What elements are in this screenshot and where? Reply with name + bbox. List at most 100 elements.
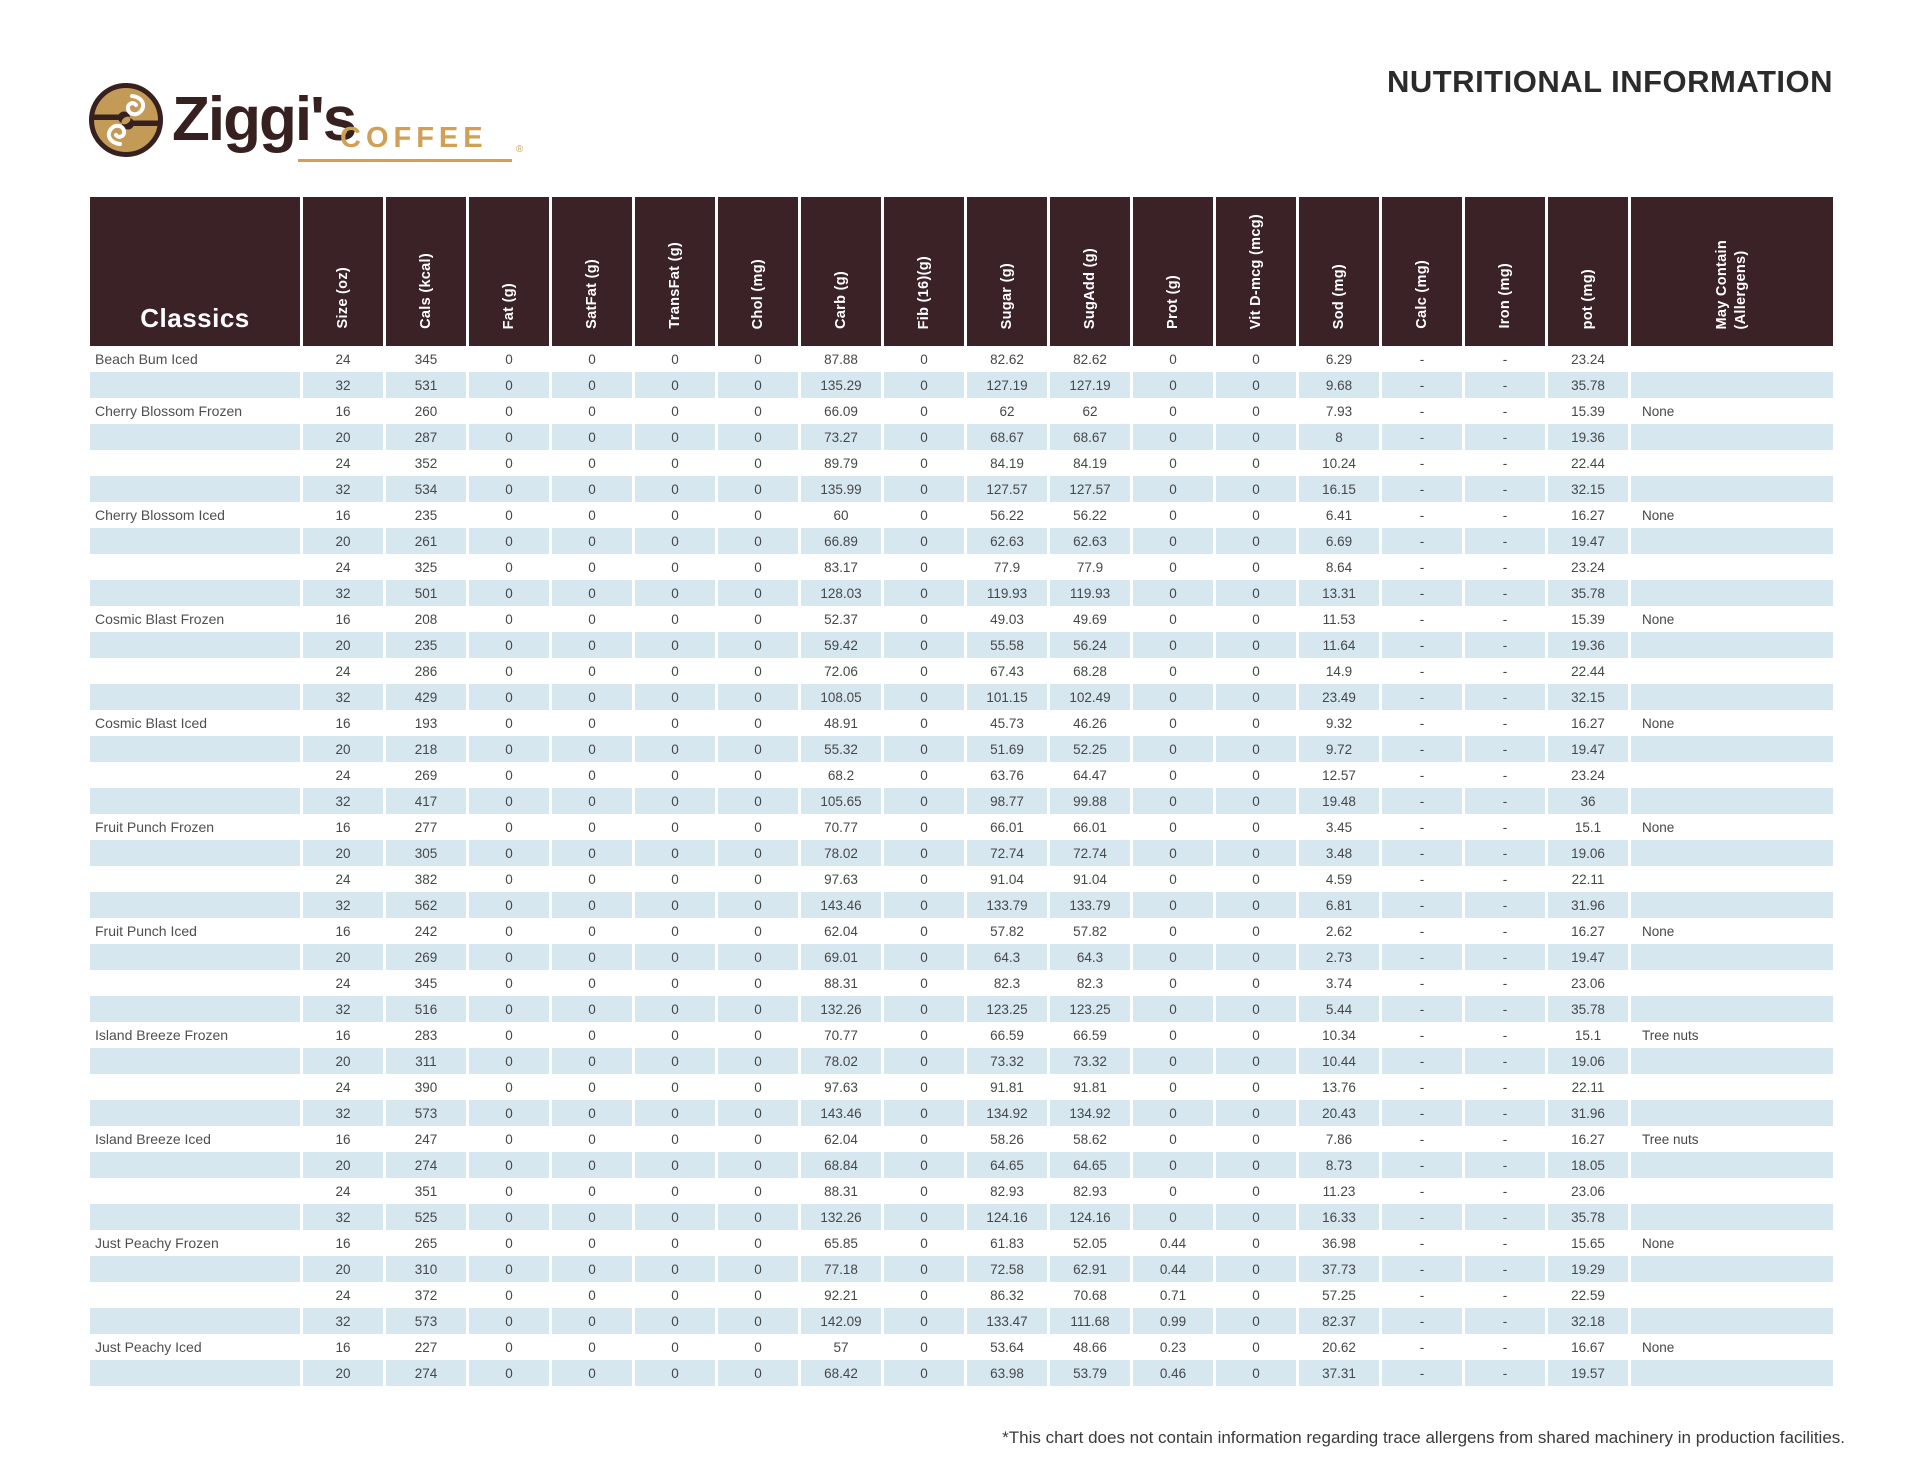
value-cell: 0 bbox=[466, 658, 549, 684]
value-cell: 0 bbox=[466, 866, 549, 892]
value-cell: 0 bbox=[549, 736, 632, 762]
value-cell: - bbox=[1462, 632, 1545, 658]
value-cell: 108.05 bbox=[798, 684, 881, 710]
value-cell: 0 bbox=[632, 1074, 715, 1100]
value-cell: - bbox=[1462, 944, 1545, 970]
value-cell: 0 bbox=[466, 944, 549, 970]
value-cell: 0 bbox=[466, 684, 549, 710]
value-cell: - bbox=[1462, 1308, 1545, 1334]
allergen-cell: None bbox=[1628, 814, 1833, 840]
value-cell: 0 bbox=[466, 398, 549, 424]
value-cell: - bbox=[1462, 892, 1545, 918]
table-row: 24 286 0 0 0 0 72.06 0 67.43 68.28 0 0 14.9- -22.44 bbox=[90, 658, 1833, 684]
value-cell: 0 bbox=[632, 398, 715, 424]
value-cell: 0 bbox=[881, 1152, 964, 1178]
brand-word-coffee: COFFEE bbox=[340, 122, 488, 154]
value-cell: 57.82 bbox=[964, 918, 1047, 944]
value-cell: 0 bbox=[549, 1074, 632, 1100]
value-cell: 0 bbox=[715, 1048, 798, 1074]
value-cell: 10.44 bbox=[1296, 1048, 1379, 1074]
value-cell: 0 bbox=[1213, 606, 1296, 632]
value-cell: - bbox=[1462, 1022, 1545, 1048]
brand-underline bbox=[298, 159, 512, 162]
value-cell: 0 bbox=[881, 918, 964, 944]
value-cell: 0 bbox=[632, 450, 715, 476]
value-cell: 60 bbox=[798, 502, 881, 528]
value-cell: 0 bbox=[549, 1100, 632, 1126]
value-cell: 0 bbox=[632, 944, 715, 970]
value-cell: 0 bbox=[549, 788, 632, 814]
value-cell: 573 bbox=[383, 1308, 466, 1334]
table-row: 24 382 0 0 0 0 97.63 0 91.04 91.04 0 0 4.59- -22.11 bbox=[90, 866, 1833, 892]
value-cell: - bbox=[1379, 814, 1462, 840]
value-cell: 0 bbox=[881, 762, 964, 788]
value-cell: - bbox=[1379, 1308, 1462, 1334]
value-cell: 66.59 bbox=[964, 1022, 1047, 1048]
value-cell: 0 bbox=[881, 970, 964, 996]
allergen-cell: None bbox=[1628, 606, 1833, 632]
column-header-label: Calc (mg) bbox=[1413, 260, 1430, 329]
value-cell: 133.79 bbox=[964, 892, 1047, 918]
table-row: 20 218 0 0 0 0 55.32 0 51.69 52.25 0 0 9.72- -19.47 bbox=[90, 736, 1833, 762]
value-cell: 3.48 bbox=[1296, 840, 1379, 866]
value-cell: 0 bbox=[466, 840, 549, 866]
value-cell: 0 bbox=[549, 658, 632, 684]
value-cell: - bbox=[1462, 528, 1545, 554]
value-cell: 0 bbox=[549, 424, 632, 450]
value-cell: 0 bbox=[1213, 1282, 1296, 1308]
value-cell: 49.03 bbox=[964, 606, 1047, 632]
drink-name-cell bbox=[90, 892, 300, 918]
value-cell: 345 bbox=[383, 346, 466, 372]
value-cell: 92.21 bbox=[798, 1282, 881, 1308]
value-cell: 73.32 bbox=[964, 1048, 1047, 1074]
value-cell: 501 bbox=[383, 580, 466, 606]
value-cell: 64.65 bbox=[964, 1152, 1047, 1178]
value-cell: 0 bbox=[1130, 372, 1213, 398]
value-cell: 87.88 bbox=[798, 346, 881, 372]
drink-name-cell: Cherry Blossom Iced bbox=[90, 502, 300, 528]
column-header-label: Fat (g) bbox=[500, 282, 517, 329]
value-cell: 0 bbox=[632, 606, 715, 632]
value-cell: 0 bbox=[881, 580, 964, 606]
value-cell: - bbox=[1379, 1204, 1462, 1230]
value-cell: 0 bbox=[549, 1360, 632, 1386]
value-cell: - bbox=[1462, 1204, 1545, 1230]
value-cell: 0 bbox=[1130, 866, 1213, 892]
category-header-label: Classics bbox=[140, 303, 250, 333]
drink-name-cell bbox=[90, 762, 300, 788]
value-cell: 0 bbox=[881, 1204, 964, 1230]
value-cell: - bbox=[1379, 1230, 1462, 1256]
value-cell: 0 bbox=[466, 788, 549, 814]
value-cell: 0 bbox=[549, 1282, 632, 1308]
value-cell: 0 bbox=[632, 554, 715, 580]
column-header: Sugar (g) bbox=[964, 197, 1047, 346]
value-cell: 32 bbox=[300, 580, 383, 606]
value-cell: 0 bbox=[549, 554, 632, 580]
value-cell: 16.27 bbox=[1545, 918, 1628, 944]
value-cell: 0 bbox=[632, 346, 715, 372]
allergen-cell bbox=[1628, 372, 1833, 398]
value-cell: 20 bbox=[300, 1360, 383, 1386]
value-cell: 0 bbox=[549, 1022, 632, 1048]
value-cell: 0 bbox=[1130, 1204, 1213, 1230]
value-cell: 0 bbox=[632, 372, 715, 398]
value-cell: - bbox=[1379, 1334, 1462, 1360]
drink-name-cell bbox=[90, 1152, 300, 1178]
value-cell: 0 bbox=[466, 424, 549, 450]
value-cell: 56.22 bbox=[964, 502, 1047, 528]
value-cell: - bbox=[1379, 424, 1462, 450]
value-cell: 0 bbox=[632, 970, 715, 996]
column-header-label: Carb (g) bbox=[832, 271, 849, 329]
table-row: 32 573 0 0 0 0 142.09 0 133.47 111.68 0.99 0 82.37- -… bbox=[90, 1308, 1833, 1334]
value-cell: 77.9 bbox=[964, 554, 1047, 580]
value-cell: 142.09 bbox=[798, 1308, 881, 1334]
value-cell: 19.57 bbox=[1545, 1360, 1628, 1386]
value-cell: 0 bbox=[715, 710, 798, 736]
value-cell: 0 bbox=[466, 1126, 549, 1152]
value-cell: 0 bbox=[632, 866, 715, 892]
allergen-cell bbox=[1628, 424, 1833, 450]
value-cell: 0 bbox=[1213, 1048, 1296, 1074]
value-cell: 97.63 bbox=[798, 866, 881, 892]
allergen-cell: None bbox=[1628, 502, 1833, 528]
value-cell: 20 bbox=[300, 1152, 383, 1178]
